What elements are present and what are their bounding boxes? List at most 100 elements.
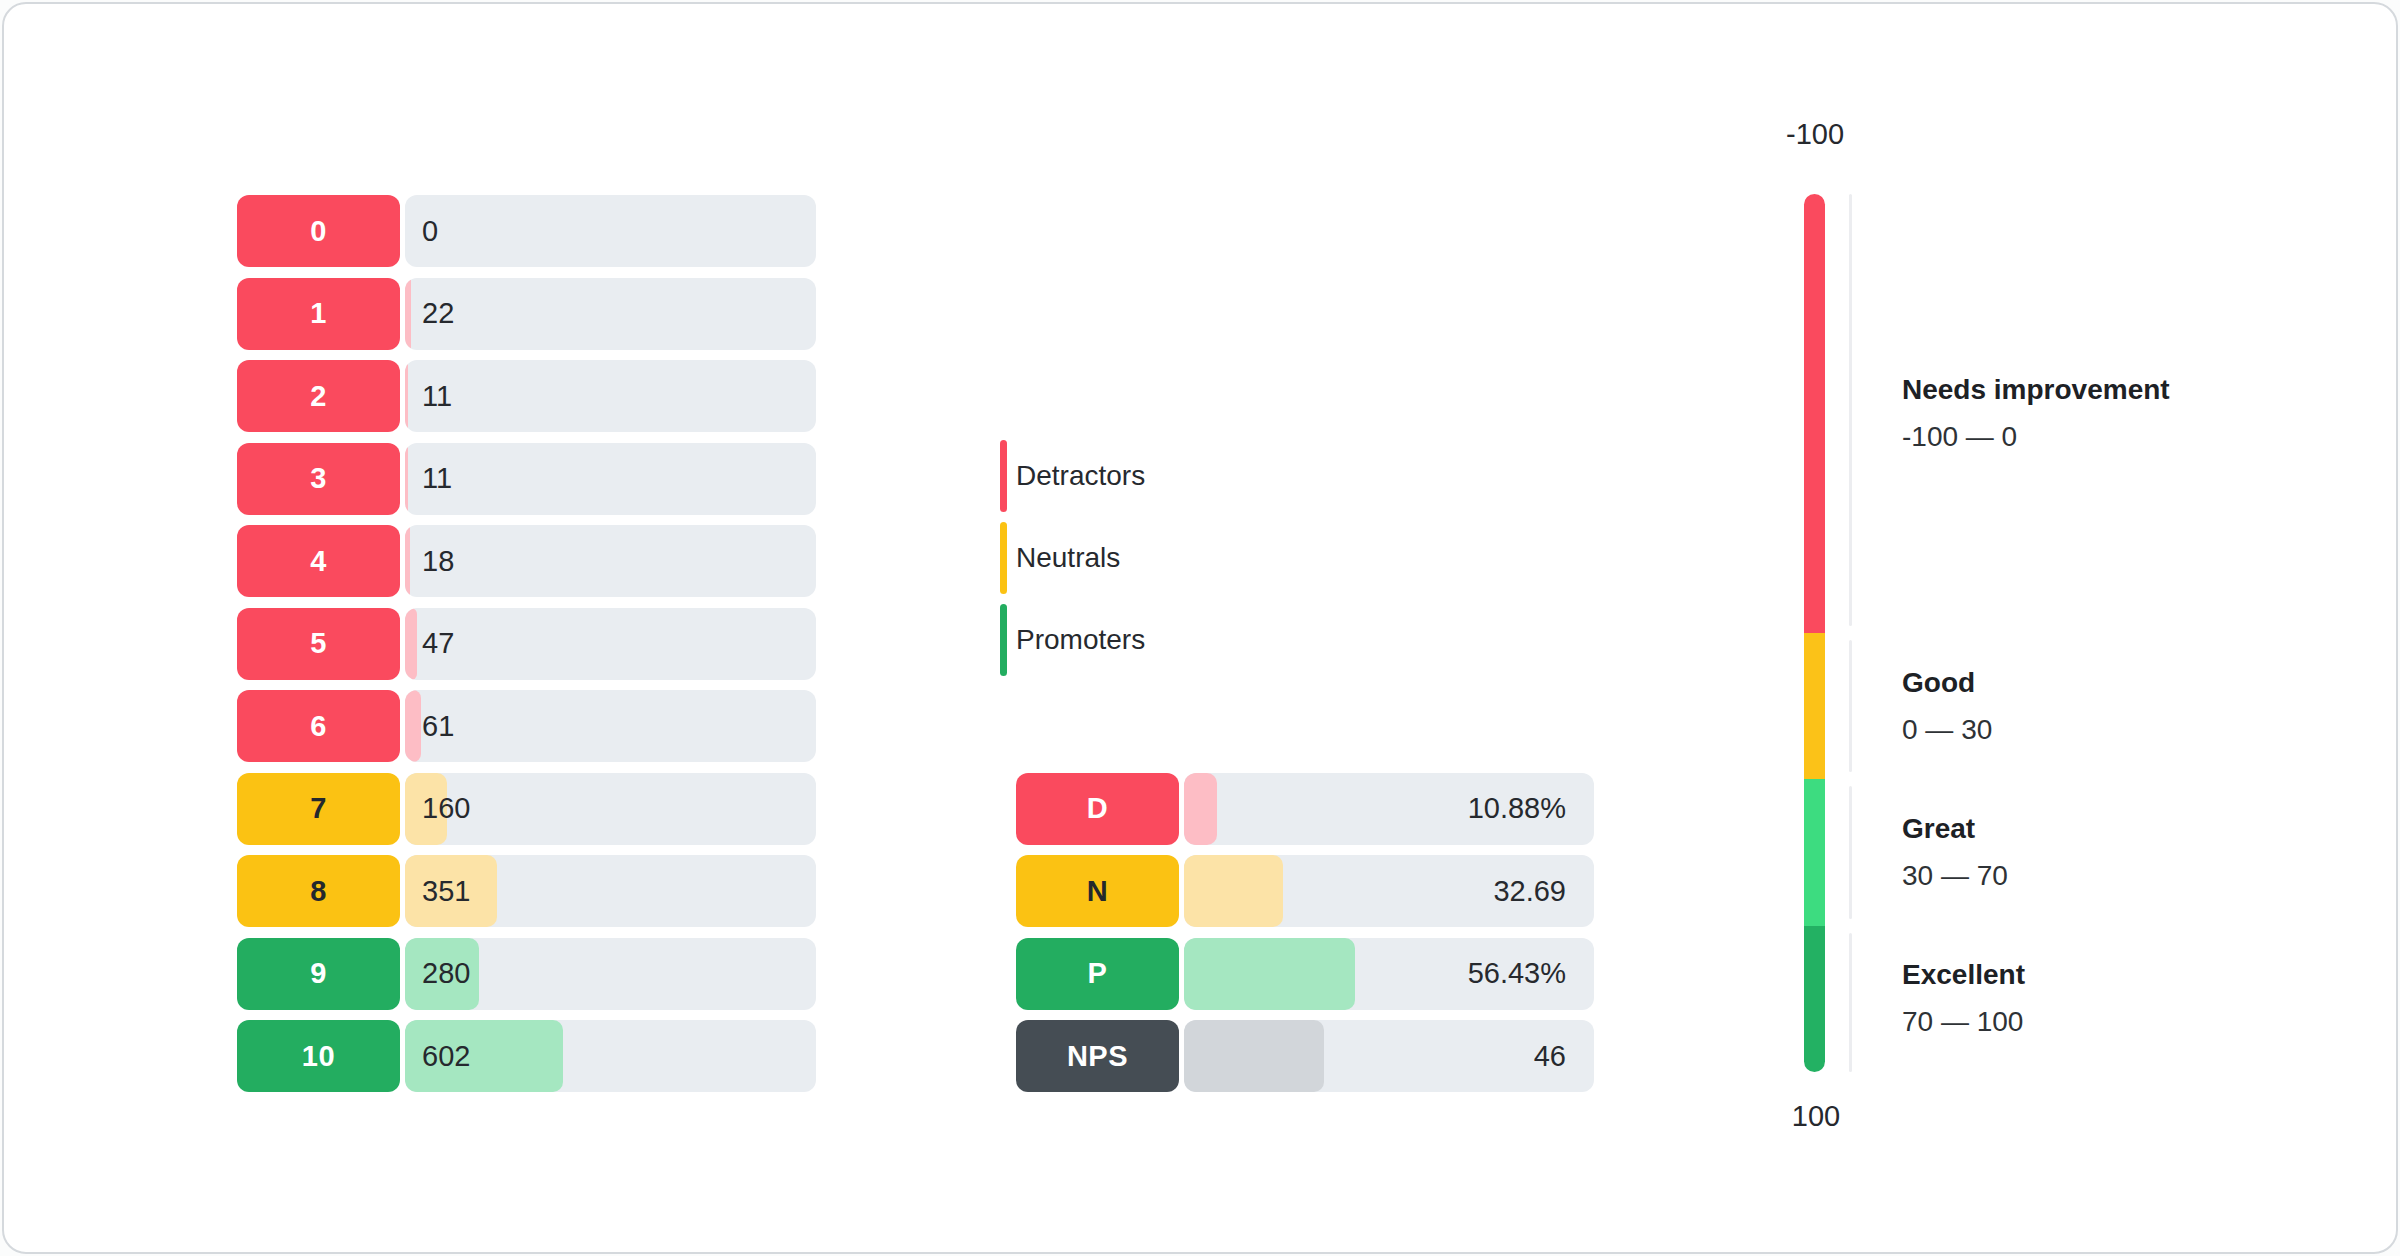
legend-item-detractors: Detractors (1000, 440, 1145, 512)
score-row-10: 10 602 (237, 1020, 816, 1092)
legend-label: Neutrals (1016, 542, 1120, 574)
score-count-2: 11 (405, 380, 452, 413)
score-row-5: 5 47 (237, 608, 816, 680)
zone-title: Great (1902, 811, 2322, 847)
detractors-track: 10.88% (1184, 773, 1594, 845)
score-row-7: 7 160 (237, 773, 816, 845)
neutrals-fill (1184, 855, 1283, 927)
promoters-track: 56.43% (1184, 938, 1594, 1010)
score-row-6: 6 61 (237, 690, 816, 762)
score-track-9: 280 (405, 938, 816, 1010)
score-count-9: 280 (405, 957, 470, 990)
score-count-10: 602 (405, 1040, 470, 1073)
score-track-8: 351 (405, 855, 816, 927)
score-track-5: 47 (405, 608, 816, 680)
score-chip-6: 6 (237, 690, 400, 762)
score-count-5: 47 (405, 627, 454, 660)
score-row-1: 1 22 (237, 278, 816, 350)
detractors-value: 10.88% (1468, 792, 1594, 825)
gauge-max-label: -100 (1715, 118, 1915, 151)
summary-row-detractors: D 10.88% (1016, 773, 1594, 845)
score-chip-5: 5 (237, 608, 400, 680)
nps-gauge-bar (1804, 194, 1825, 1072)
legend-item-neutrals: Neutrals (1000, 522, 1145, 594)
score-chip-4: 4 (237, 525, 400, 597)
score-chip-7: 7 (237, 773, 400, 845)
zone-range: 0 — 30 (1902, 712, 2322, 748)
score-row-4: 4 18 (237, 525, 816, 597)
summary-row-nps: NPS 46 (1016, 1020, 1594, 1092)
gauge-zone-good (1804, 633, 1825, 779)
zone-range: 30 — 70 (1902, 858, 2322, 894)
nps-summary-chart: D 10.88% N 32.69 P 56.43% NPS 46 (1016, 773, 1594, 1093)
score-count-1: 22 (405, 297, 454, 330)
score-row-0: 0 0 (237, 195, 816, 267)
gauge-axis-segment (1849, 194, 1852, 626)
zone-label-needs-improvement: Needs improvement -100 — 0 (1902, 194, 2322, 633)
zone-title: Excellent (1902, 957, 2322, 993)
score-track-4: 18 (405, 525, 816, 597)
score-count-0: 0 (405, 215, 438, 248)
zone-title: Good (1902, 665, 2322, 701)
zone-range: 70 — 100 (1902, 1004, 2322, 1040)
detractors-fill (1184, 773, 1217, 845)
summary-row-promoters: P 56.43% (1016, 938, 1594, 1010)
legend-label: Promoters (1016, 624, 1145, 656)
score-count-8: 351 (405, 875, 470, 908)
score-track-1: 22 (405, 278, 816, 350)
score-count-4: 18 (405, 545, 454, 578)
legend: Detractors Neutrals Promoters (1000, 440, 1145, 676)
score-chip-8: 8 (237, 855, 400, 927)
score-row-2: 2 11 (237, 360, 816, 432)
score-chip-0: 0 (237, 195, 400, 267)
score-chip-2: 2 (237, 360, 400, 432)
gauge-zone-excellent (1804, 926, 1825, 1072)
gauge-zone-needs-improvement (1804, 194, 1825, 633)
score-count-6: 61 (405, 710, 454, 743)
neutrals-color-tick-icon (1000, 522, 1007, 594)
score-track-7: 160 (405, 773, 816, 845)
score-track-2: 11 (405, 360, 816, 432)
score-track-6: 61 (405, 690, 816, 762)
zone-label-great: Great 30 — 70 (1902, 779, 2322, 925)
gauge-axis-segment (1849, 640, 1852, 772)
legend-label: Detractors (1016, 460, 1145, 492)
nps-dashboard-card: 0 0 1 22 2 11 3 11 (2, 2, 2398, 1254)
score-row-3: 3 11 (237, 443, 816, 515)
gauge-axis-line (1849, 194, 1852, 1072)
nps-track: 46 (1184, 1020, 1594, 1092)
score-chip-9: 9 (237, 938, 400, 1010)
score-chip-10: 10 (237, 1020, 400, 1092)
legend-item-promoters: Promoters (1000, 604, 1145, 676)
zone-range: -100 — 0 (1902, 419, 2322, 455)
neutrals-value: 32.69 (1493, 875, 1594, 908)
promoters-color-tick-icon (1000, 604, 1007, 676)
zone-title: Needs improvement (1902, 372, 2322, 408)
score-track-10: 602 (405, 1020, 816, 1092)
gauge-min-label: 100 (1716, 1100, 1916, 1133)
promoters-value: 56.43% (1468, 957, 1594, 990)
promoters-chip: P (1016, 938, 1179, 1010)
zone-label-excellent: Excellent 70 — 100 (1902, 926, 2322, 1072)
promoters-fill (1184, 938, 1355, 1010)
gauge-axis-segment (1849, 786, 1852, 919)
score-chip-3: 3 (237, 443, 400, 515)
neutrals-track: 32.69 (1184, 855, 1594, 927)
score-track-3: 11 (405, 443, 816, 515)
detractors-chip: D (1016, 773, 1179, 845)
score-row-8: 8 351 (237, 855, 816, 927)
score-count-7: 160 (405, 792, 470, 825)
score-row-9: 9 280 (237, 938, 816, 1010)
neutrals-chip: N (1016, 855, 1179, 927)
nps-chip: NPS (1016, 1020, 1179, 1092)
detractors-color-tick-icon (1000, 440, 1007, 512)
score-count-3: 11 (405, 462, 452, 495)
gauge-zone-great (1804, 779, 1825, 925)
score-chip-1: 1 (237, 278, 400, 350)
gauge-axis-segment (1849, 933, 1852, 1072)
summary-row-neutrals: N 32.69 (1016, 855, 1594, 927)
score-track-0: 0 (405, 195, 816, 267)
nps-fill (1184, 1020, 1324, 1092)
nps-value: 46 (1534, 1040, 1594, 1073)
score-distribution-chart: 0 0 1 22 2 11 3 11 (237, 195, 816, 1092)
